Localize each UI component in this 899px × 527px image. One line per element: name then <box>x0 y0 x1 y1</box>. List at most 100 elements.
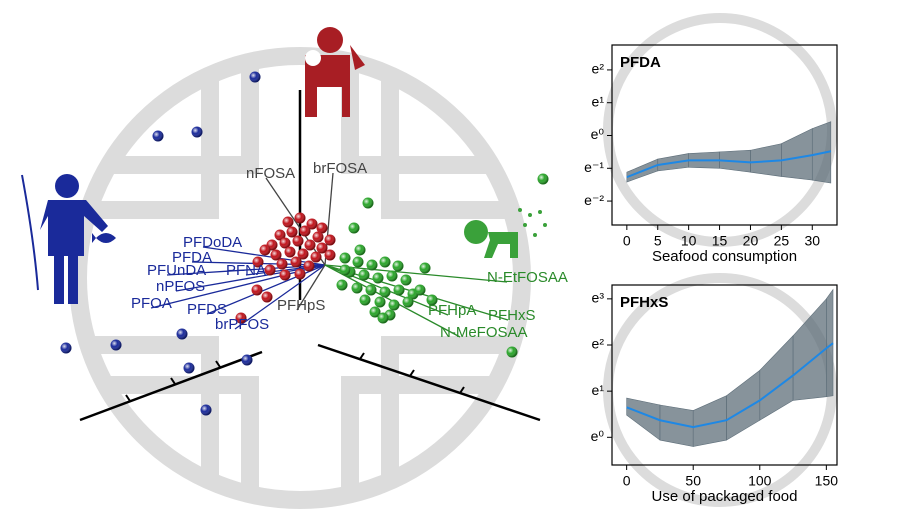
point-shine <box>537 173 549 185</box>
y-tick-label: e⁻¹ <box>584 159 604 175</box>
loading-arrow <box>202 246 326 266</box>
y-tick-label: e⁰ <box>591 126 605 142</box>
point-shine <box>316 242 328 254</box>
point-shine <box>279 237 291 249</box>
point-shine <box>400 274 412 286</box>
point-shine <box>276 258 288 270</box>
point-shine <box>306 218 318 230</box>
loading-label: nPFOS <box>156 278 205 295</box>
point-shine <box>374 296 386 308</box>
point-shine <box>279 269 291 281</box>
point-shine <box>419 262 431 274</box>
loading-label: PFDS <box>187 301 227 318</box>
point-shine <box>339 252 351 264</box>
point-shine <box>284 246 296 258</box>
point-shine <box>270 249 282 261</box>
point-shine <box>402 296 414 308</box>
point-shine <box>358 269 370 281</box>
point-shine <box>351 282 363 294</box>
loading-label: PFDA <box>172 249 212 266</box>
axes-3d <box>79 90 541 422</box>
plot-frame <box>611 284 838 466</box>
y-tick-label: e² <box>592 336 605 352</box>
point-shine <box>414 284 426 296</box>
point-shine <box>372 272 384 284</box>
x-tick-label: 100 <box>748 473 772 489</box>
point-shine <box>304 239 316 251</box>
point-shine <box>299 225 311 237</box>
x-tick-label: 50 <box>685 473 701 489</box>
loading-label: N-MeFOSAA <box>440 324 528 341</box>
loading-label: brFOSA <box>313 160 367 177</box>
point-shine <box>506 346 518 358</box>
point-shine <box>252 256 264 268</box>
loading-label: PFDoDA <box>183 234 242 251</box>
loading-label: brPFOS <box>215 316 269 333</box>
y-tick-label: e⁰ <box>591 428 605 444</box>
x-tick-label: 25 <box>774 233 790 249</box>
loading-label: PFHpS <box>277 297 325 314</box>
point-shine <box>324 234 336 246</box>
x-tick-label: 30 <box>804 233 820 249</box>
point-shine <box>324 249 336 261</box>
point-shine <box>366 259 378 271</box>
loading-label: PFHxS <box>488 307 536 324</box>
loading-label: nFOSA <box>246 165 295 182</box>
point-shine <box>176 328 188 340</box>
point-shine <box>316 222 328 234</box>
fit-line <box>626 150 832 179</box>
point-shine <box>312 231 324 243</box>
point-shine <box>379 256 391 268</box>
panel-title: PFHxS <box>620 294 668 311</box>
point-shine <box>310 251 322 263</box>
x-axis-label: Use of packaged food <box>652 488 798 505</box>
point-shine <box>336 279 348 291</box>
watermark <box>69 13 837 509</box>
point-shine <box>259 244 271 256</box>
point-shine <box>359 294 371 306</box>
point-shine <box>348 222 360 234</box>
fit-line <box>626 342 834 429</box>
point-shine <box>379 286 391 298</box>
x-tick-label: 150 <box>815 473 839 489</box>
point-shine <box>369 306 381 318</box>
point-shine <box>110 339 122 351</box>
point-shine <box>60 342 72 354</box>
loading-label: N-EtFOSAA <box>487 269 568 286</box>
x-tick-label: 0 <box>623 233 631 249</box>
confidence-band <box>826 288 834 398</box>
point-shine <box>191 126 203 138</box>
point-shine <box>297 248 309 260</box>
loading-label: PFHpA <box>428 302 476 319</box>
point-shine <box>235 312 247 324</box>
x-tick-label: 20 <box>743 233 759 249</box>
loading-arrow <box>234 264 326 330</box>
y-tick-label: e⁻² <box>584 192 604 208</box>
y-tick-label: e¹ <box>592 93 605 109</box>
point-shine <box>183 362 195 374</box>
point-shine <box>249 71 261 83</box>
y-tick-label: e² <box>592 61 605 77</box>
x-axis-label: Seafood consumption <box>652 248 797 265</box>
point-shine <box>200 404 212 416</box>
point-shine <box>290 256 302 268</box>
point-shine <box>282 216 294 228</box>
baby-icon <box>464 208 547 258</box>
point-shine <box>352 256 364 268</box>
y-tick-label: e³ <box>592 290 605 306</box>
point-shine <box>393 284 405 296</box>
point-shine <box>261 291 273 303</box>
point-shine <box>292 235 304 247</box>
x-tick-label: 10 <box>681 233 697 249</box>
loading-label: PFNA <box>226 262 266 279</box>
point-shine <box>264 264 276 276</box>
loading-label: PFUnDA <box>147 262 206 279</box>
point-shine <box>294 268 306 280</box>
panel-title: PFDA <box>620 54 661 71</box>
fisher-icon <box>21 174 116 304</box>
x-tick-label: 5 <box>654 233 662 249</box>
confidence-band <box>726 369 761 441</box>
point-shine <box>241 354 253 366</box>
point-shine <box>354 244 366 256</box>
